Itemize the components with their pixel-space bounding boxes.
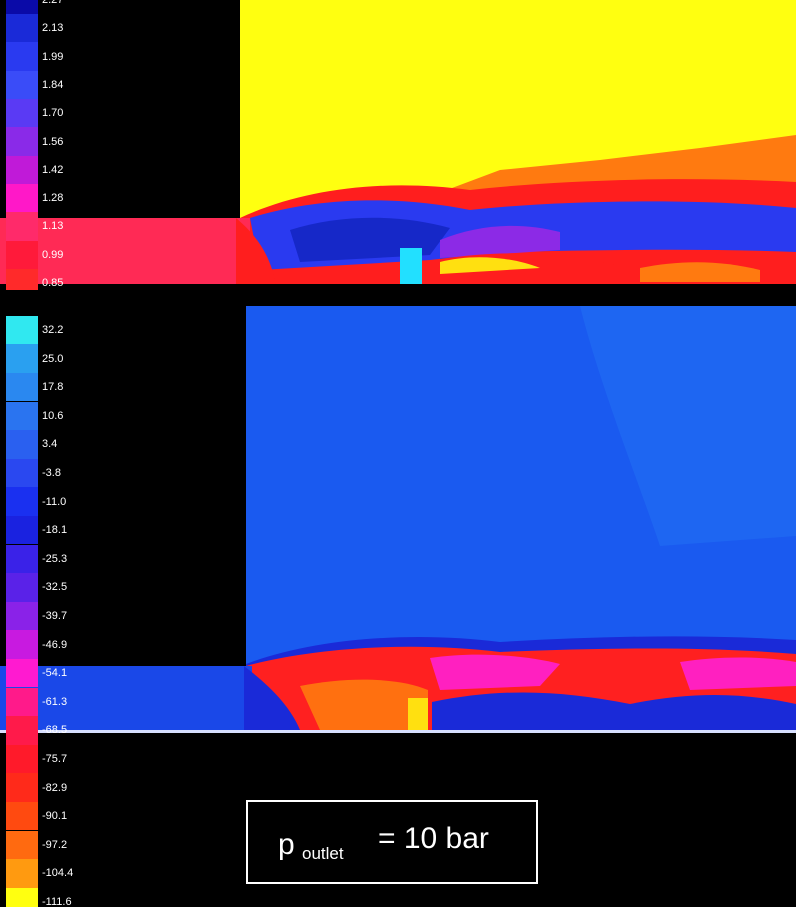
top-legend-swatch (6, 99, 38, 128)
bottom-legend-tick: -90.1 (42, 810, 68, 823)
bottom-legend-swatch (6, 859, 38, 888)
bottom-legend-tick: -39.7 (42, 610, 68, 622)
bottom-magenta-zone (430, 654, 560, 690)
top-contour-panel: 2.27 2.13 1.99 1.84 1.70 1.56 1.42 1.28 1.13 0.99… (0, 0, 796, 290)
top-legend-tick: 1.13 (42, 220, 64, 233)
top-jet-inlet (0, 218, 250, 286)
bottom-magenta-zone-2 (680, 657, 796, 690)
top-orange-core (640, 262, 760, 282)
bottom-legend-swatch (6, 515, 38, 545)
top-contour-plot (0, 0, 796, 290)
top-legend-tick: 0.85 (42, 277, 64, 289)
top-legend-tick: 1.84 (42, 78, 64, 91)
bottom-legend-tick: -97.2 (42, 838, 68, 851)
bottom-legend-tick: -32.5 (42, 581, 68, 594)
top-legend-tick: 1.42 (42, 163, 64, 176)
top-cyan-core (400, 248, 422, 286)
bottom-legend-swatch (6, 801, 38, 831)
outlet-pressure-label: p outlet = 10 bar (246, 800, 538, 884)
top-legend-tick: 1.70 (42, 107, 64, 120)
bottom-legend-tick: -68.5 (42, 724, 68, 737)
bottom-contour-plot (0, 306, 796, 907)
bottom-legend-swatch (6, 430, 38, 459)
top-legend-tick: 1.28 (42, 192, 64, 205)
pressure-subscript: outlet (302, 844, 344, 863)
bottom-legend-tick: -104.4 (42, 867, 74, 880)
bottom-jet-edge (244, 666, 300, 730)
top-legend-tick: 2.13 (42, 22, 64, 35)
bottom-legend-tick: -82.9 (42, 781, 68, 794)
top-legend-swatch (6, 127, 38, 156)
bottom-legend-tick: -18.1 (42, 524, 68, 537)
panel-separator (0, 290, 796, 306)
bottom-legend-swatch (6, 658, 38, 688)
bottom-legend-swatch (6, 372, 38, 402)
bottom-legend-tick: -61.3 (42, 695, 68, 708)
top-legend-tick: 1.99 (42, 50, 64, 63)
top-yellow-core (440, 257, 540, 274)
bottom-legend-swatch (6, 544, 38, 574)
bottom-legend-swatch (6, 458, 38, 488)
bottom-legend-tick: -11.0 (42, 495, 67, 508)
bottom-legend-swatch (6, 773, 38, 802)
bottom-yellow-core (408, 698, 428, 730)
bottom-legend-swatch (6, 630, 38, 659)
bottom-legend-swatch (6, 315, 38, 345)
top-legend-swatch (6, 240, 38, 269)
bottom-legend-swatch (6, 716, 38, 745)
top-legend-swatch (6, 70, 38, 100)
bottom-legend-tick: -46.9 (42, 638, 68, 651)
top-legend-swatch (6, 268, 38, 290)
bottom-legend-swatch (6, 487, 38, 516)
top-legend-swatch (6, 183, 38, 213)
bottom-orange-core (300, 679, 428, 730)
bottom-legend-swatch (6, 344, 38, 373)
top-jet-edge (236, 218, 276, 286)
bottom-legend-swatch (6, 887, 38, 907)
top-legend-swatch (6, 0, 38, 15)
bottom-legend-tick: -54.1 (42, 667, 68, 680)
bottom-legend-tick: 32.2 (42, 324, 64, 336)
bottom-legend-tick: -75.7 (42, 753, 68, 765)
bottom-ambient-light-region (580, 306, 796, 546)
bottom-blue-recompression (432, 692, 796, 730)
bottom-jet-inlet (0, 666, 252, 730)
bottom-contour-panel: 32.2 25.0 17.8 10.6 3.4 -3.8 -11.0 -18.1 -25.3 -3… (0, 306, 796, 907)
bottom-legend-tick: -3.8 (42, 467, 61, 479)
pressure-symbol: p (278, 828, 295, 861)
top-legend-tick: 1.56 (42, 135, 64, 148)
bottom-wall-line (0, 730, 796, 733)
top-legend-swatch (6, 42, 38, 71)
top-bottom-wall (0, 284, 796, 290)
top-purple-zone (440, 225, 560, 258)
bottom-legend-tick: 10.6 (42, 409, 64, 422)
top-legend-swatch (6, 155, 38, 184)
bottom-legend-tick: -111.6 (42, 896, 72, 907)
top-legend-swatch (6, 14, 38, 43)
bottom-legend-swatch (6, 687, 38, 717)
bottom-legend-swatch (6, 401, 38, 431)
bottom-legend-tick: 3.4 (42, 438, 58, 451)
top-legend-tick: 2.27 (42, 0, 64, 6)
bottom-legend-swatch (6, 744, 38, 774)
bottom-legend-tick: 25.0 (42, 352, 64, 365)
bottom-legend-tick: 17.8 (42, 381, 64, 394)
bottom-legend-swatch (6, 573, 38, 602)
top-legend-tick: 0.99 (42, 248, 64, 261)
bottom-legend-swatch (6, 830, 38, 860)
bottom-legend-swatch (6, 601, 38, 631)
pressure-value: = 10 bar (378, 822, 489, 855)
top-legend-swatch (6, 212, 38, 241)
bottom-legend-tick: -25.3 (42, 552, 68, 565)
